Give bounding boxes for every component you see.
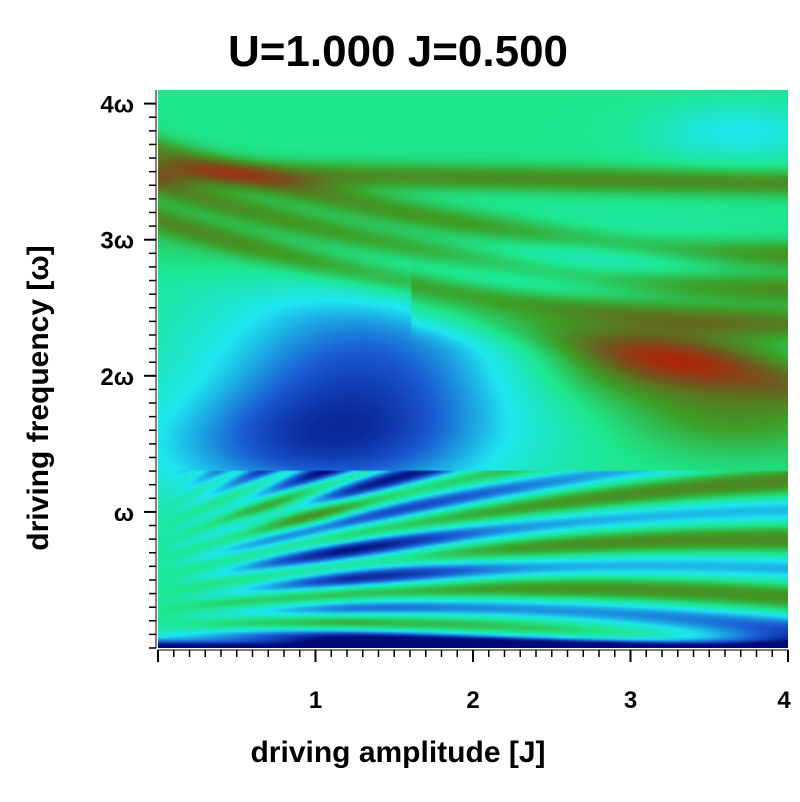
x-tick-label: 1 <box>309 687 322 714</box>
y-axis-label: driving frequency [ω] <box>22 245 55 550</box>
y-axis: ω 2ω 3ω 4ω <box>100 90 157 649</box>
y-tick-label: 4ω <box>100 92 134 119</box>
x-axis-label: driving amplitude [J] <box>250 736 545 769</box>
y-tick-label: 3ω <box>100 228 134 255</box>
heatmap-image <box>158 90 788 648</box>
y-tick-label: 2ω <box>100 364 134 391</box>
x-tick-label: 4 <box>777 687 791 714</box>
x-tick-label: 3 <box>624 687 637 714</box>
y-tick-label: ω <box>114 500 134 527</box>
x-axis: 1 2 3 4 <box>157 649 791 714</box>
heatmap-plot-area <box>158 90 788 648</box>
x-tick-label: 2 <box>466 687 479 714</box>
chart-title: U=1.000 J=0.500 <box>228 27 568 76</box>
